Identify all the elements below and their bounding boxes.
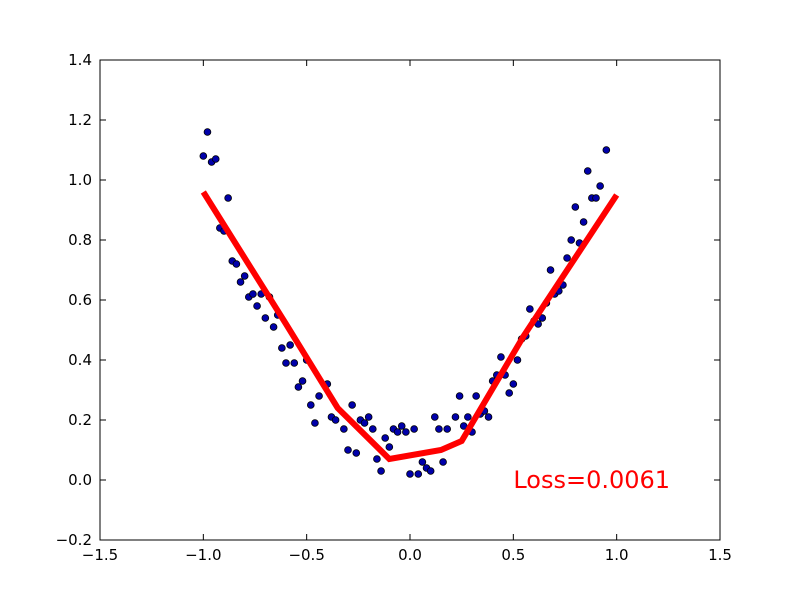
data-point [211, 155, 220, 163]
data-point [240, 272, 249, 280]
data-point [484, 413, 493, 421]
data-point [393, 428, 402, 436]
y-tick-label: 1.2 [68, 111, 92, 129]
data-point [602, 146, 611, 154]
data-point [567, 236, 575, 244]
data-point [464, 413, 472, 421]
data-point [269, 323, 278, 331]
y-tick-label: −0.2 [56, 531, 92, 549]
data-point [592, 194, 600, 202]
data-point [455, 392, 464, 400]
data-point [360, 419, 369, 427]
data-point [368, 425, 377, 433]
fit-line-series [200, 190, 620, 463]
data-point [443, 425, 452, 433]
data-point [513, 356, 522, 364]
data-point [509, 380, 518, 388]
data-point [418, 458, 427, 466]
data-point [410, 425, 418, 433]
x-tick-label: −1.0 [185, 546, 221, 564]
data-point [402, 428, 410, 436]
x-tick-label: 0.0 [398, 546, 422, 564]
data-point [203, 128, 212, 136]
scatter-series [199, 128, 611, 478]
data-point [397, 422, 406, 430]
data-point [344, 446, 352, 454]
x-axis: −1.5 −1.0 −0.5 0.0 0.5 1.0 1.5 [82, 60, 732, 564]
data-point [439, 458, 447, 466]
data-point [253, 302, 261, 310]
y-tick-label: 0.8 [68, 231, 92, 249]
y-tick-label: 0.0 [68, 471, 92, 489]
data-point [381, 434, 390, 442]
data-point [236, 278, 245, 286]
data-point [505, 389, 514, 397]
x-tick-label: −1.5 [82, 546, 118, 564]
x-tick-label: 1.0 [605, 546, 629, 564]
data-point [290, 359, 299, 367]
data-point [306, 401, 315, 409]
data-point [497, 353, 505, 361]
data-point [364, 413, 373, 421]
data-point [579, 218, 588, 226]
data-point [199, 152, 208, 160]
data-point [377, 467, 385, 475]
x-tick-label: 0.5 [501, 546, 525, 564]
data-point [526, 305, 534, 313]
data-point [249, 290, 257, 298]
data-point [435, 425, 443, 433]
y-tick-label: 0.4 [68, 351, 92, 369]
y-tick-label: 0.6 [68, 291, 92, 309]
data-point [596, 182, 604, 190]
data-point [352, 449, 361, 457]
y-tick-label: 1.4 [68, 51, 92, 69]
data-point [232, 260, 241, 268]
data-point [278, 344, 286, 352]
data-point [406, 470, 414, 478]
y-tick-label: 0.2 [68, 411, 92, 429]
fit-line [200, 190, 620, 463]
y-axis: −0.2 0.0 0.2 0.4 0.6 0.8 1.0 1.2 1.4 [56, 51, 720, 549]
data-point [286, 341, 294, 349]
data-point [261, 314, 270, 322]
data-point [340, 425, 348, 433]
data-point [414, 470, 423, 478]
data-point [546, 266, 555, 274]
data-point [282, 359, 290, 367]
x-tick-label: 1.5 [708, 546, 732, 564]
data-point [472, 392, 480, 400]
data-point [294, 383, 303, 391]
data-point [451, 413, 460, 421]
x-tick-label: −0.5 [288, 546, 324, 564]
data-point [331, 416, 340, 424]
data-point [563, 254, 571, 262]
y-tick-label: 1.0 [68, 171, 92, 189]
data-point [298, 377, 307, 385]
data-point [583, 167, 592, 175]
data-point [571, 203, 580, 211]
data-point [224, 194, 232, 202]
data-point [311, 419, 319, 427]
data-point [385, 443, 394, 451]
data-point [373, 455, 381, 463]
data-point [426, 467, 435, 475]
loss-annotation: Loss=0.0061 [513, 466, 670, 494]
data-point [430, 413, 439, 421]
data-point [315, 392, 323, 400]
data-point [348, 401, 356, 409]
